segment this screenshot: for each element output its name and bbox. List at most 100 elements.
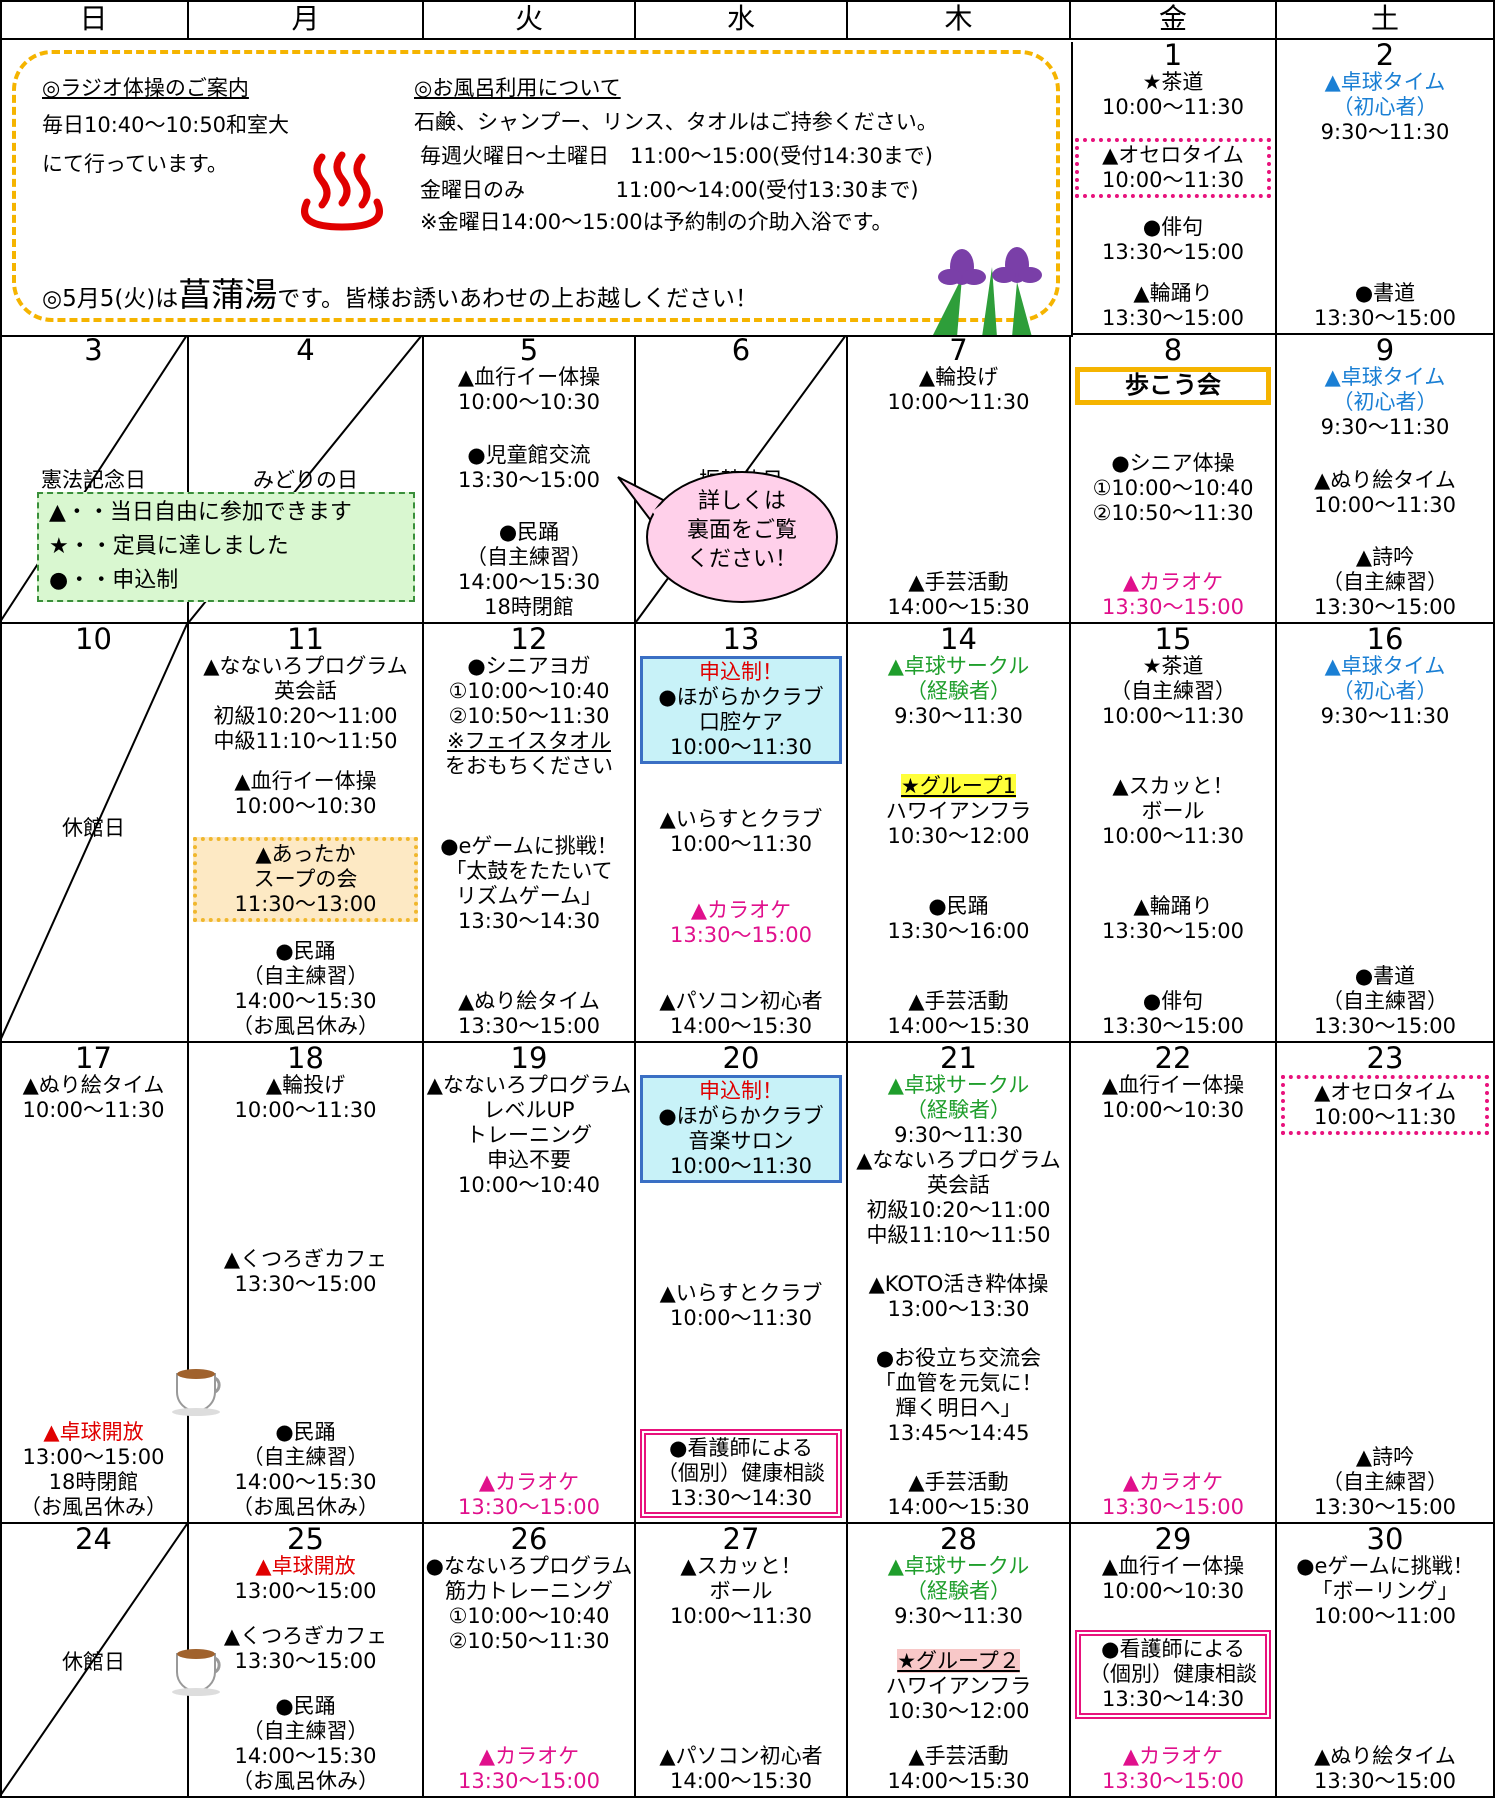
event-line: ●書道 — [1277, 281, 1493, 306]
event-line: （経験者） — [848, 679, 1069, 704]
date: 3 — [84, 335, 103, 367]
event-text: ●民踊 — [275, 1420, 336, 1444]
event-text: 18時閉館 — [484, 595, 574, 619]
event: ▲あったか スープの会 11:30～13:00 — [193, 836, 418, 922]
event-line: ●民踊 — [189, 1694, 422, 1719]
cup-icon — [172, 1369, 221, 1416]
events: ▲血行イー体操 10:00～10:30 ●児童館交流 13:30～15:00 ●民踊 （自… — [424, 365, 634, 622]
events: ▲血行イー体操 10:00～10:30 ▲カラオケ 13:30～15:00 — [1071, 1073, 1275, 1522]
event: ●民踊 （自主練習） 14:00～15:30 （お風呂休み） — [189, 1694, 422, 1794]
event-text: 筋力トレーニング — [445, 1579, 613, 1603]
event-text: （個別）健康相談 — [1089, 1661, 1257, 1686]
event-text: ●看護師による — [1101, 1636, 1245, 1661]
event-text: 9:30～11:30 — [894, 1604, 1023, 1628]
notice-frame — [12, 50, 1060, 322]
date: 16 — [1366, 624, 1404, 656]
day-cell: 20 申込制！ ●ほがらかクラブ 音楽サロン 10:00～11:30 ▲いらすとクラブ 10… — [636, 1043, 848, 1524]
event-line: ▲手芸活動 — [848, 1470, 1069, 1495]
events: ▲オセロタイム 10:00～11:30 ▲詩吟 （自主練習） 13:30～15:00 — [1277, 1073, 1493, 1522]
event-text: ●民踊 — [498, 520, 560, 544]
date: 15 — [1154, 624, 1192, 656]
event-text: ハワイアンフラ — [885, 1674, 1032, 1698]
event: ★グループ1 ハワイアンフラ 10:30～12:00 — [848, 774, 1069, 849]
event-line: ボール — [1071, 799, 1275, 824]
event-text: ▲手芸活動 — [908, 1470, 1009, 1494]
event-text: 14:00～15:30 — [887, 595, 1030, 619]
event-text: 英会話 — [274, 679, 337, 703]
event-text: 13:30～15:00 — [1313, 1769, 1457, 1793]
event-text: 9:30～11:30 — [894, 704, 1023, 728]
event-line: 18時閉館 — [424, 595, 634, 620]
event-line: （お風呂休み） — [189, 1014, 422, 1039]
event-text: ●なないろプログラム — [425, 1554, 633, 1578]
event-text: （お風呂休み） — [232, 1495, 379, 1519]
event-text: 10:00～11:30 — [1313, 1105, 1457, 1129]
event-line: ●eゲームに挑戦！ — [424, 834, 634, 859]
event-text: ②10:50～11:30 — [1092, 501, 1254, 525]
event-line: （自主練習） — [189, 964, 422, 989]
event-text: 14:00～15:30 — [234, 1744, 377, 1768]
event-line: 10:00～11:30 — [1071, 824, 1275, 849]
events: ▲卓球サークル （経験者） 9:30～11:30 ★グループ1 ハワイアンフラ 10:30… — [848, 654, 1069, 1041]
event-text: 初級10:20～11:00 — [213, 704, 398, 728]
events: ▲ぬり絵タイム 10:00～11:30 ▲卓球開放 13:00～15:00 18時閉館（… — [2, 1073, 187, 1522]
event-line: 10:00～11:30 — [1277, 493, 1493, 518]
event-line: 13:00～15:00 — [189, 1579, 422, 1604]
event-line: ▲血行イー体操 — [1071, 1073, 1275, 1098]
radio-line: 毎日10:40～10:50和室大 — [42, 113, 290, 137]
event-text: 音楽サロン — [688, 1129, 794, 1153]
date: 25 — [287, 1524, 324, 1556]
event-text: トレーニング — [466, 1123, 592, 1147]
event: ▲カラオケ 13:30～15:00 — [1071, 1470, 1275, 1520]
date: 24 — [75, 1524, 112, 1556]
event-line: 13:30～15:00 — [424, 1769, 634, 1794]
event-text: ②10:50～11:30 — [448, 704, 610, 728]
events: 歩こう会 ●シニア体操 ①10:00～10:40 ②10:50～11:30 ▲カラオケ 1… — [1071, 365, 1275, 622]
event-text: ▲詩吟 — [1355, 1445, 1415, 1469]
event-text: ▲あったか — [255, 841, 356, 866]
event-text: ▲オセロタイム — [1102, 142, 1244, 167]
day-cell: 14 ▲卓球サークル （経験者） 9:30～11:30 ★グループ1 ハワイアンフラ 10:… — [848, 624, 1071, 1043]
event: ●看護師による （個別）健康相談 13:30～14:30 — [1075, 1629, 1271, 1719]
event-text: 13:30～15:00 — [1101, 305, 1245, 330]
event-line: ▲血行イー体操 — [424, 365, 634, 390]
event: ▲手芸活動 14:00～15:30 — [848, 1470, 1069, 1520]
event-text: （自主練習） — [1110, 679, 1236, 703]
bath-line: ※金曜日14:00～15:00は予約制の介助入浴です。 — [420, 210, 893, 234]
cup-icon — [172, 1649, 221, 1696]
event-text: ▲卓球タイム — [1324, 365, 1446, 389]
event-text: 申込制！ — [699, 660, 783, 684]
event: ▲カラオケ 13:30～15:00 — [1071, 1744, 1275, 1794]
event-text: 13:30～15:00 — [457, 1495, 601, 1519]
event-line: 11:30～13:00 — [197, 892, 414, 917]
event-text: ●民踊 — [275, 938, 336, 963]
event: ▲いらすとクラブ 10:00～11:30 — [636, 1281, 846, 1331]
date: 12 — [510, 624, 548, 656]
event-line: トレーニング — [424, 1123, 634, 1148]
event-line: 13:30～15:00 — [1071, 919, 1275, 944]
event-line: 10:00～10:30 — [1071, 1579, 1275, 1604]
events: ▲なないろプログラム レベルUP トレーニング 申込不要 10:00～10:40 ▲カラオ… — [424, 1073, 634, 1522]
day-header: 水 — [636, 2, 848, 40]
event-text: ▲カラオケ — [478, 1744, 580, 1768]
event: 歩こう会 — [1075, 367, 1271, 405]
event-text: 歩こう会 — [1125, 371, 1221, 399]
events: ▲卓球サークル （経験者） 9:30～11:30 ★グループ２ ハワイアンフラ 10:30… — [848, 1554, 1069, 1796]
event: ▲詩吟 （自主練習） 13:30～15:00 — [1277, 545, 1493, 620]
event-line: 10:00～10:30 — [189, 794, 422, 819]
day-header: 日 — [2, 2, 189, 40]
event-text: 10:00～11:30 — [1313, 492, 1457, 517]
event-line: ▲なないろプログラム — [848, 1148, 1069, 1173]
event-text: 10:00～11:30 — [669, 735, 813, 759]
event-text: 13:30～15:00 — [234, 1271, 377, 1296]
event-line: 13:30～15:00 — [189, 1272, 422, 1297]
event-text: ボール — [1141, 799, 1205, 823]
event-line: 13:30～15:00 — [1071, 306, 1275, 331]
event: ▲卓球開放 13:00～15:00 18時閉館 （お風呂休み） — [2, 1420, 187, 1520]
radio-line: にて行っています。 — [42, 152, 228, 176]
event: ▲パソコン初心者 14:00～15:30 — [636, 989, 846, 1039]
event-text: 10:30～12:00 — [887, 1699, 1030, 1723]
event-text: ●書道 — [1354, 281, 1416, 305]
event: ▲くつろぎカフェ 13:30～15:00 — [189, 1624, 422, 1674]
